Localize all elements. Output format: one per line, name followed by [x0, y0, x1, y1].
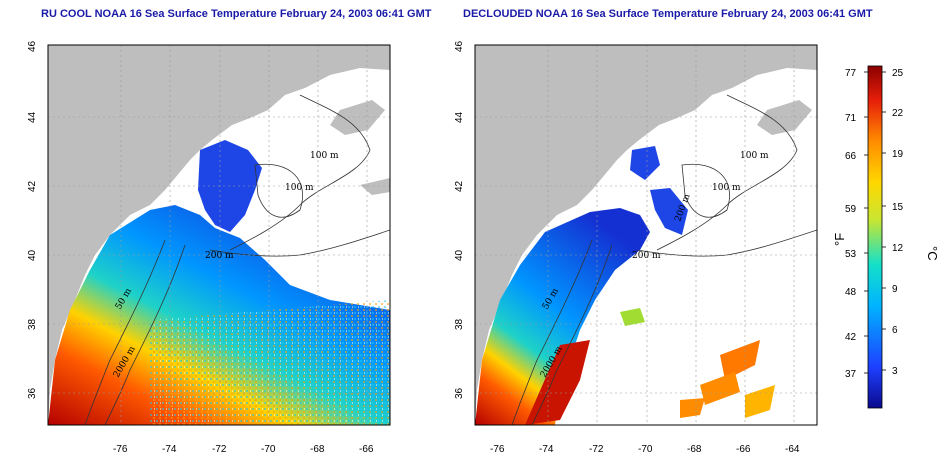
celsius-tick: 12 [892, 243, 904, 254]
colorbar: 77 71 66 59 53 48 42 37 25 22 19 15 12 9… [832, 65, 940, 409]
panel-title-declouded: DECLOUDED NOAA 16 Sea Surface Temperatur… [463, 8, 873, 20]
lat-tick: 38 [454, 318, 465, 330]
map-frame-raw [47, 44, 391, 426]
lat-tick: 38 [27, 318, 38, 330]
lat-tick: 46 [27, 40, 38, 52]
lon-tick: -68 [310, 444, 325, 455]
contour-label: 100 m [285, 183, 314, 193]
fahrenheit-tick: 48 [845, 287, 857, 298]
axis-ticks-declouded: -76 -74 -72 -70 -68 -66 -64 46 44 42 40 … [454, 40, 800, 455]
celsius-unit-label: °C [925, 246, 940, 261]
lon-tick: -66 [359, 444, 374, 455]
celsius-tick: 9 [892, 284, 898, 295]
land-mass [475, 45, 817, 425]
lon-tick: -66 [736, 444, 751, 455]
celsius-tick: 22 [892, 108, 904, 119]
lat-tick: 42 [454, 180, 465, 192]
fahrenheit-unit-label: °F [832, 233, 847, 246]
axis-ticks-raw: -76 -74 -72 -70 -68 -66 -64 46 44 42 40 … [27, 40, 374, 455]
celsius-tick: 15 [892, 202, 904, 213]
lat-tick: 36 [454, 387, 465, 399]
lat-tick: 42 [27, 180, 38, 192]
lat-tick: 44 [454, 111, 465, 123]
celsius-tick: 3 [892, 366, 898, 377]
fahrenheit-tick: 42 [845, 332, 857, 343]
lat-tick: 40 [27, 249, 38, 261]
fahrenheit-tick: 66 [845, 151, 857, 162]
fahrenheit-tick: 77 [845, 68, 857, 79]
map-panel-declouded [475, 45, 817, 425]
lon-tick: -70 [261, 444, 276, 455]
fahrenheit-tick: 37 [845, 369, 857, 380]
lon-tick: -74 [539, 444, 554, 455]
lon-tick: -76 [490, 444, 505, 455]
lon-tick: -70 [638, 444, 653, 455]
lon-tick: -64 [785, 444, 800, 455]
land-mass [48, 45, 390, 425]
lon-tick: -74 [162, 444, 177, 455]
fahrenheit-tick: 71 [845, 113, 857, 124]
lat-tick: 36 [27, 387, 38, 399]
lon-tick: -68 [687, 444, 702, 455]
fahrenheit-tick: 59 [845, 204, 857, 215]
lon-tick: -72 [212, 444, 227, 455]
panel-title-raw: RU COOL NOAA 16 Sea Surface Temperature … [41, 8, 432, 20]
lat-tick: 40 [454, 249, 465, 261]
celsius-tick: 6 [892, 325, 898, 336]
contour-label: 200 m [205, 251, 234, 261]
colorbar-gradient [867, 65, 883, 409]
celsius-tick: 25 [892, 68, 904, 79]
lon-tick: -72 [589, 444, 604, 455]
map-panel-raw [48, 45, 390, 425]
lat-tick: 46 [454, 40, 465, 52]
contour-label: 200 m [632, 251, 661, 261]
fahrenheit-tick: 53 [845, 249, 857, 260]
map-frame-declouded [474, 44, 818, 426]
lon-tick: -76 [113, 444, 128, 455]
contour-label: 100 m [310, 151, 339, 161]
celsius-tick: 19 [892, 149, 904, 160]
lat-tick: 44 [27, 111, 38, 123]
contour-label: 100 m [712, 183, 741, 193]
contour-label: 100 m [740, 151, 769, 161]
